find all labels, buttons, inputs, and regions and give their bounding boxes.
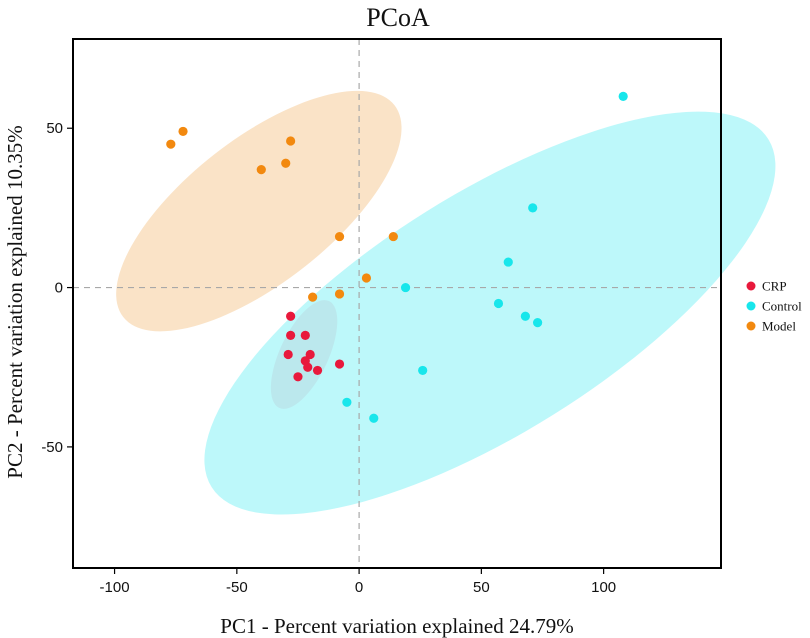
- data-points: [166, 91, 628, 423]
- point-control-4: [400, 282, 411, 293]
- point-crp-10: [334, 359, 345, 369]
- point-control-3: [503, 257, 513, 267]
- confidence-ellipses: [116, 90, 776, 515]
- y-tick-label: 0: [55, 280, 63, 297]
- legend-label-model: Model: [762, 319, 796, 334]
- point-control-6: [520, 311, 530, 321]
- x-tick-label: -50: [226, 579, 248, 596]
- point-crp-5: [305, 349, 315, 360]
- point-model-4: [256, 165, 266, 175]
- point-crp-2: [286, 330, 296, 340]
- plot-area: [73, 39, 776, 568]
- point-crp-9: [312, 365, 323, 376]
- point-control-10: [369, 413, 379, 423]
- axis-ticks: -100 -50 0 50 100 50 0 -50: [41, 120, 616, 596]
- point-crp-8: [293, 372, 303, 382]
- legend-marker-model: [746, 321, 756, 331]
- point-model-10: [308, 292, 318, 302]
- point-model-3: [286, 136, 296, 146]
- point-model-8: [361, 273, 372, 283]
- point-crp-7: [303, 362, 313, 372]
- point-model-6: [334, 231, 345, 242]
- y-tick-label: -50: [41, 439, 63, 456]
- point-model-9: [334, 289, 345, 299]
- reference-lines: [73, 39, 721, 568]
- x-tick-label: 0: [355, 579, 363, 596]
- point-crp-1: [286, 311, 296, 321]
- point-model-5: [281, 158, 291, 168]
- y-axis-label: PC2 - Percent variation explained 10.35%: [3, 125, 27, 478]
- point-control-1: [618, 91, 628, 101]
- legend: CRP Control Model: [746, 279, 802, 334]
- x-tick-label: 100: [591, 579, 616, 596]
- ellipse-control: [204, 111, 776, 515]
- legend-label-crp: CRP: [762, 279, 787, 294]
- y-tick-label: 50: [46, 120, 63, 137]
- x-tick-label: -100: [100, 579, 130, 596]
- legend-marker-control: [746, 301, 756, 311]
- point-crp-3: [300, 330, 310, 340]
- point-control-5: [493, 298, 504, 309]
- x-tick-label: 50: [473, 579, 490, 596]
- point-model-7: [388, 231, 398, 242]
- plot-frame: [72, 38, 722, 569]
- x-axis-label: PC1 - Percent variation explained 24.79%: [220, 614, 573, 638]
- legend-marker-crp: [746, 281, 756, 291]
- ellipse-model: [116, 90, 402, 332]
- point-crp-4: [283, 349, 293, 360]
- point-model-1: [166, 139, 176, 149]
- point-model-2: [178, 126, 188, 137]
- point-control-9: [342, 397, 352, 407]
- point-control-2: [528, 203, 538, 213]
- point-control-8: [418, 365, 428, 376]
- chart-title: PCoA: [366, 3, 430, 32]
- legend-label-control: Control: [762, 299, 802, 314]
- point-control-7: [533, 318, 543, 328]
